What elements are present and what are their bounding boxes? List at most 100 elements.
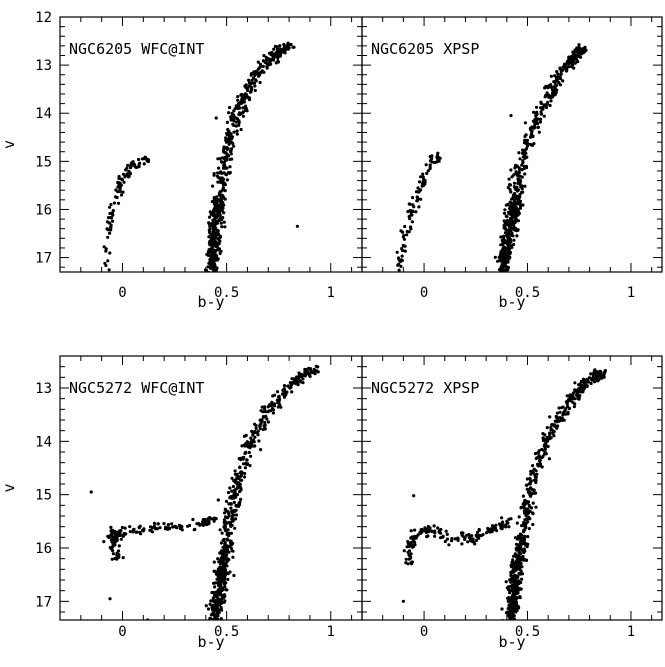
star-point [263, 407, 267, 411]
star-point [504, 214, 508, 218]
star-point [269, 51, 273, 56]
star-point [209, 233, 213, 237]
star-point [107, 268, 111, 272]
star-point [521, 159, 525, 163]
star-point [428, 526, 432, 530]
star-point [519, 569, 523, 573]
star-point [244, 93, 248, 97]
star-point [404, 557, 408, 561]
star-point [507, 605, 511, 609]
star-point [544, 105, 549, 109]
star-point [529, 506, 534, 510]
star-point [223, 197, 227, 201]
star-point [232, 494, 236, 498]
star-point [582, 377, 586, 382]
star-point [128, 525, 132, 529]
star-point [504, 227, 508, 232]
star-point [216, 598, 220, 602]
star-point [267, 409, 271, 413]
star-point [242, 434, 246, 438]
star-point [531, 471, 536, 475]
star-point [566, 410, 570, 414]
star-point [283, 48, 287, 52]
star-point [421, 180, 425, 184]
star-point [529, 127, 533, 131]
star-point [512, 614, 516, 618]
star-point [551, 91, 555, 95]
star-point [419, 531, 423, 535]
star-point [205, 518, 209, 522]
star-point [467, 533, 471, 537]
points-group [102, 41, 299, 272]
star-point [219, 177, 223, 181]
star-point [520, 577, 524, 581]
star-point [209, 271, 212, 272]
star-point [213, 231, 218, 235]
star-point [506, 202, 510, 207]
star-point [254, 78, 258, 82]
star-point [215, 213, 219, 217]
star-point [486, 530, 490, 534]
star-point [554, 78, 558, 82]
star-point [272, 47, 276, 51]
star-point [585, 384, 589, 389]
star-point [223, 599, 227, 603]
star-point [121, 556, 125, 560]
star-point [222, 149, 226, 153]
star-point [282, 42, 286, 47]
star-point [410, 213, 414, 217]
star-point [231, 519, 235, 523]
star-point [525, 483, 529, 487]
star-point [211, 596, 215, 600]
star-point [225, 560, 229, 564]
star-point [244, 461, 248, 465]
star-point [206, 265, 210, 269]
star-point [215, 577, 219, 581]
star-point [499, 259, 503, 263]
star-point [102, 245, 106, 249]
star-point [514, 163, 518, 167]
y-tick-label: 16 [35, 202, 52, 218]
star-point [407, 544, 411, 548]
star-point [234, 124, 238, 128]
star-point [137, 157, 141, 162]
star-point [603, 369, 608, 373]
star-point [549, 85, 553, 89]
star-point [217, 218, 221, 223]
star-point [259, 448, 263, 452]
star-point [219, 541, 223, 545]
star-point [499, 254, 503, 258]
star-point [213, 249, 217, 253]
star-point [291, 45, 295, 49]
star-point [509, 239, 513, 243]
star-point [228, 521, 233, 525]
star-point [121, 172, 126, 176]
star-point [152, 521, 157, 526]
star-point [544, 451, 548, 455]
star-point [106, 235, 110, 239]
star-point [220, 209, 224, 213]
star-point [519, 190, 524, 195]
star-point [406, 210, 410, 214]
star-point [564, 400, 569, 404]
star-point [225, 178, 229, 182]
star-point [573, 381, 577, 385]
star-point [573, 61, 577, 65]
star-point [456, 536, 460, 540]
star-point [158, 526, 162, 530]
star-point [296, 376, 300, 380]
star-point [517, 515, 521, 519]
star-point [250, 78, 254, 82]
star-point [106, 216, 111, 220]
star-point [548, 415, 552, 419]
star-point [536, 451, 541, 455]
star-point [499, 235, 503, 239]
star-point [241, 114, 245, 118]
star-point [445, 537, 449, 541]
star-point [275, 398, 279, 402]
star-point [558, 410, 562, 414]
star-point [493, 255, 497, 259]
star-point [516, 604, 520, 608]
star-point [230, 489, 234, 493]
star-point [109, 228, 113, 232]
